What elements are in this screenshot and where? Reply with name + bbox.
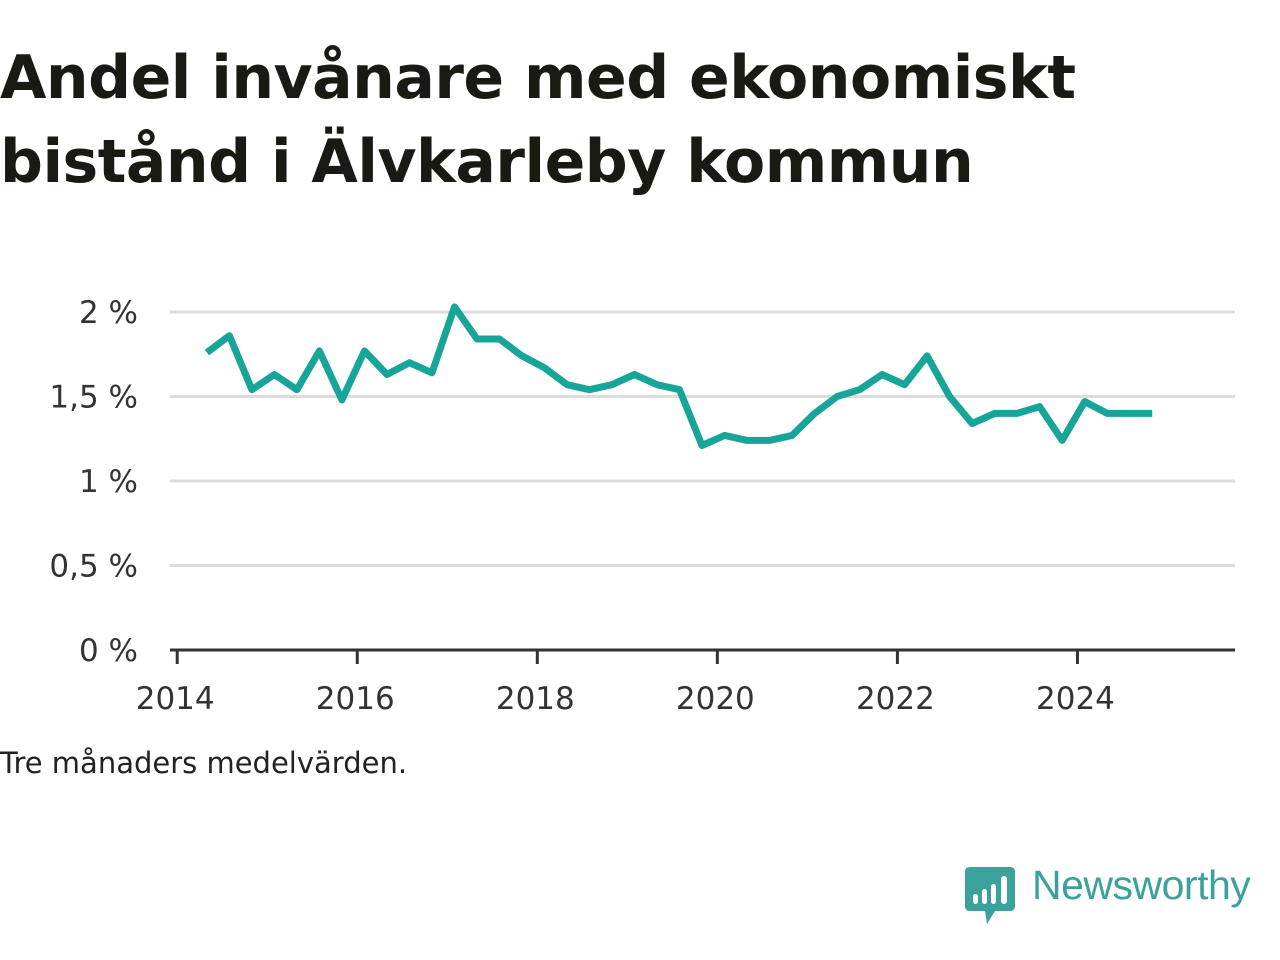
data-point: [654, 381, 661, 388]
data-point: [248, 386, 255, 393]
data-point: [1081, 398, 1088, 405]
chart-title-line-2: bistånd i Älvkarleby kommun: [0, 127, 974, 197]
x-tick-label: 2020: [676, 681, 755, 717]
data-point: [316, 347, 323, 354]
data-point: [541, 364, 548, 371]
chart-title-line-1: Andel invånare med ekonomiskt: [0, 43, 1076, 113]
y-tick-label: 2 %: [79, 295, 138, 331]
data-point: [879, 371, 886, 378]
x-tick-label: 2018: [496, 681, 575, 717]
data-point: [676, 386, 683, 393]
data-point: [338, 396, 345, 403]
y-tick-label: 0,5 %: [49, 549, 138, 585]
data-point: [946, 393, 953, 400]
data-point: [744, 437, 751, 444]
data-point: [1126, 410, 1133, 417]
data-point: [361, 347, 368, 354]
data-point: [631, 371, 638, 378]
data-point: [428, 369, 435, 376]
y-tick-label: 0 %: [79, 633, 138, 669]
data-point: [451, 303, 458, 310]
data-point: [1104, 410, 1111, 417]
data-point: [586, 386, 593, 393]
data-point: [1036, 403, 1043, 410]
data-point: [609, 381, 616, 388]
data-point: [969, 420, 976, 427]
data-point: [203, 349, 210, 356]
x-tick-label: 2022: [856, 681, 935, 717]
data-point: [789, 432, 796, 439]
series-line: [204, 303, 1153, 449]
data-point: [811, 410, 818, 417]
y-tick-label: 1,5 %: [49, 380, 138, 416]
data-point: [496, 336, 503, 343]
data-point: [766, 437, 773, 444]
brand-name: Newsworthy: [1032, 862, 1251, 908]
x-tick-label: 2016: [316, 681, 395, 717]
data-points: [203, 303, 1155, 449]
data-point: [834, 393, 841, 400]
data-point: [1059, 437, 1066, 444]
data-point: [271, 371, 278, 378]
data-point: [293, 386, 300, 393]
data-point: [1014, 410, 1021, 417]
data-point: [901, 381, 908, 388]
data-point: [856, 386, 863, 393]
data-point: [721, 432, 728, 439]
data-point: [991, 410, 998, 417]
data-point: [1149, 410, 1156, 417]
data-point: [473, 336, 480, 343]
y-tick-label: 1 %: [79, 464, 138, 500]
data-point: [406, 359, 413, 366]
data-point: [564, 381, 571, 388]
data-point: [383, 371, 390, 378]
data-point: [699, 442, 706, 449]
chart-title: Andel invånare med ekonomiskt bistånd i …: [0, 36, 1100, 204]
x-axis-ticks: 2014 2016 2018 2020 2022 2024: [136, 650, 1115, 717]
data-point: [226, 332, 233, 339]
x-tick-label: 2014: [136, 681, 215, 717]
chart-footnote: Tre månaders medelvärden.: [0, 746, 408, 780]
y-axis-tick-labels: 0 % 0,5 % 1 % 1,5 % 2 %: [49, 295, 138, 669]
data-point: [924, 352, 931, 359]
x-tick-label: 2024: [1036, 681, 1115, 717]
gridlines: [170, 310, 1235, 567]
data-point: [518, 352, 525, 359]
newsworthy-logo-icon: [965, 867, 1015, 924]
